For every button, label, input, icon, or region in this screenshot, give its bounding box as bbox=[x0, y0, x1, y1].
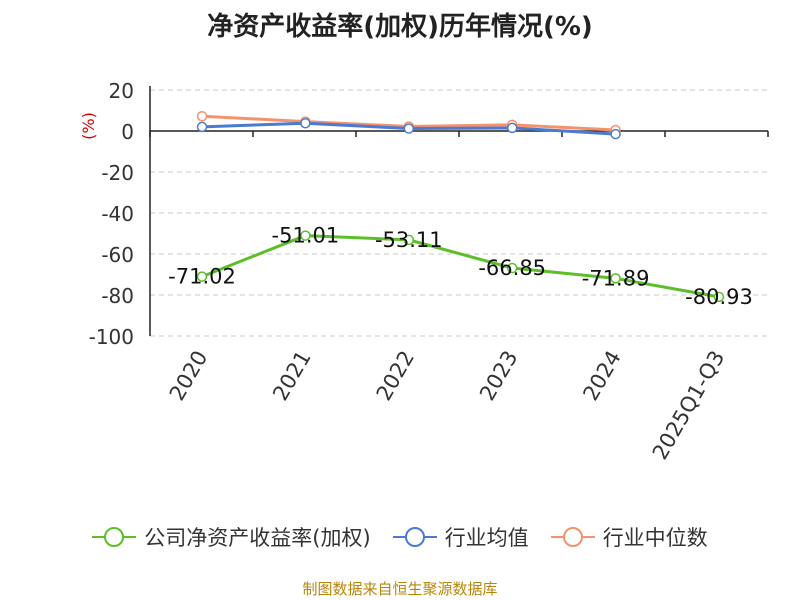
data-source-note: 制图数据来自恒生聚源数据库 bbox=[302, 580, 498, 598]
legend-label: 行业中位数 bbox=[602, 526, 708, 550]
chart-title: 净资产收益率(加权)历年情况(%) bbox=[207, 12, 593, 42]
legend-item[interactable]: 公司净资产收益率(加权) bbox=[92, 522, 371, 552]
x-tick-label: 2022 bbox=[372, 347, 420, 405]
data-label: -71.89 bbox=[582, 266, 650, 290]
legend-item[interactable]: 行业中位数 bbox=[550, 522, 708, 552]
x-tick-label: 2023 bbox=[475, 347, 523, 405]
data-label: -80.93 bbox=[685, 285, 753, 309]
data-label: -71.02 bbox=[168, 265, 236, 289]
data-point bbox=[300, 117, 311, 129]
data-label: -51.01 bbox=[272, 224, 340, 248]
legend-line-circle-icon bbox=[392, 526, 437, 548]
series-line bbox=[201, 234, 720, 299]
chart-legend: 公司净资产收益率(加权) 行业均值 行业中位数 bbox=[0, 520, 800, 554]
data-label: -66.85 bbox=[478, 256, 546, 280]
y-tick-label: -60 bbox=[101, 243, 134, 267]
data-point bbox=[506, 262, 518, 274]
data-point bbox=[403, 234, 415, 246]
y-tick-label: -40 bbox=[101, 202, 134, 226]
data-point bbox=[610, 273, 621, 284]
legend-line-circle-icon bbox=[92, 526, 137, 548]
legend-label: 行业均值 bbox=[444, 526, 529, 550]
data-label: -53.11 bbox=[375, 228, 443, 252]
data-point bbox=[610, 128, 621, 140]
x-tick-label: 2025Q1-Q3 bbox=[648, 347, 730, 464]
line-chart: 20 0 -20 -40 -60 -80 -100 (%) 2020 2021 2022 2023 20… bbox=[79, 79, 769, 464]
data-point bbox=[196, 271, 208, 282]
data-point bbox=[300, 230, 311, 241]
data-point bbox=[506, 122, 518, 134]
legend-item[interactable]: 行业均值 bbox=[392, 522, 529, 552]
y-tick-label: -20 bbox=[101, 161, 134, 185]
y-tick-label: -100 bbox=[89, 325, 134, 349]
data-point bbox=[713, 291, 725, 303]
y-tick-label: 0 bbox=[121, 120, 134, 144]
legend-line-circle-icon bbox=[550, 526, 595, 548]
legend-label: 公司净资产收益率(加权) bbox=[144, 526, 371, 550]
data-point bbox=[196, 121, 208, 133]
y-axis-label: (%) bbox=[79, 112, 98, 140]
x-tick-label: 2020 bbox=[165, 347, 213, 405]
x-tick-label: 2021 bbox=[268, 347, 316, 405]
x-tick-label: 2024 bbox=[578, 347, 626, 405]
y-tick-label: 20 bbox=[109, 79, 134, 103]
y-tick-label: -80 bbox=[101, 284, 134, 308]
data-point bbox=[196, 110, 208, 122]
data-point bbox=[403, 123, 415, 134]
